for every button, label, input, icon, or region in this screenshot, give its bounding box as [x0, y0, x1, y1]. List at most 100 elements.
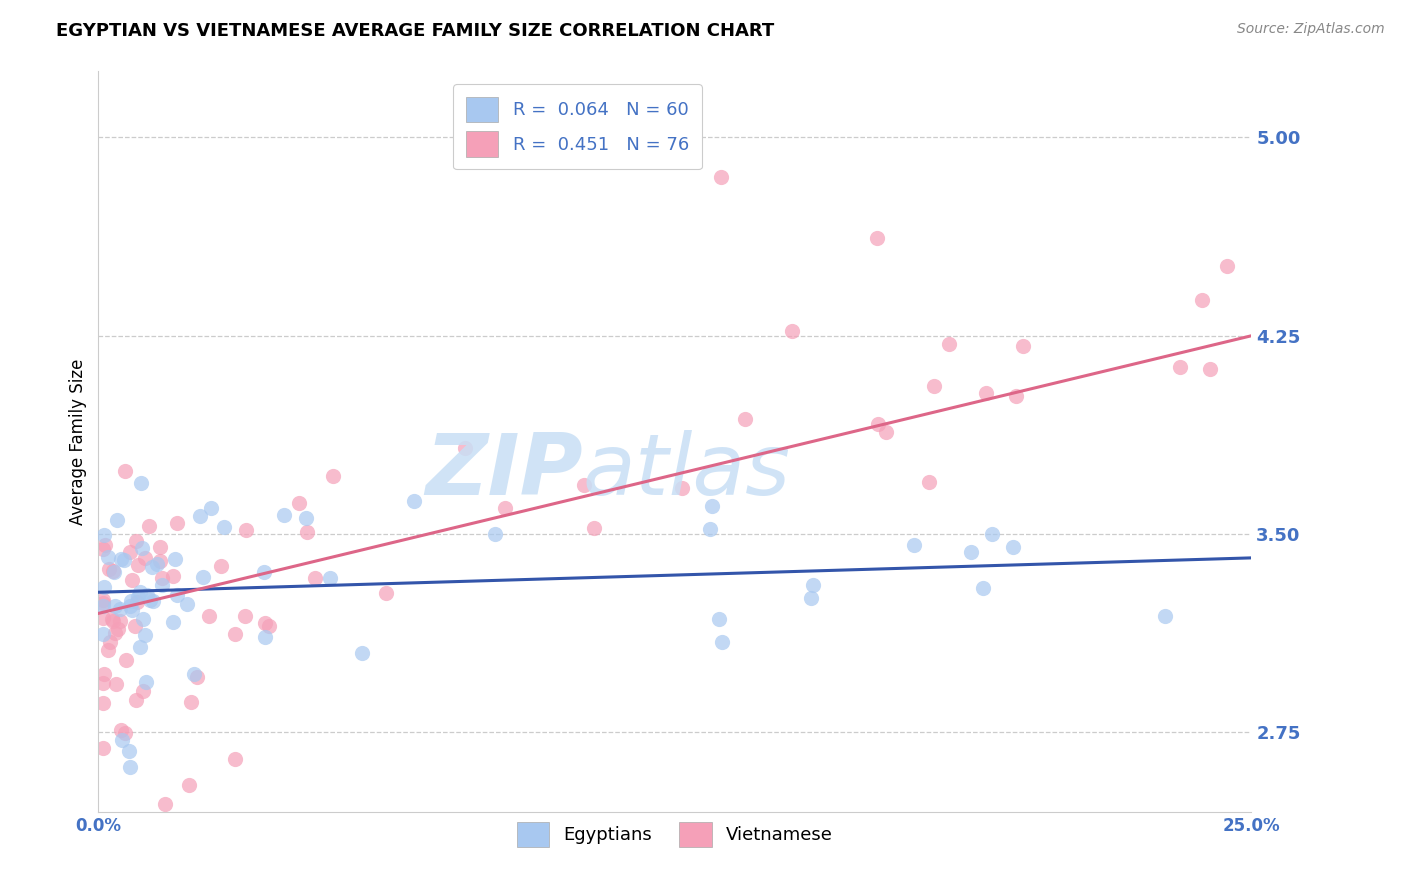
Point [91, 676, 114, 690]
Point [254, 615, 277, 630]
Point [141, 559, 163, 574]
Point [91, 627, 114, 641]
Point [132, 684, 155, 698]
Point [91, 696, 114, 710]
Point [295, 510, 318, 524]
Point [134, 628, 156, 642]
Point [163, 551, 186, 566]
Point [111, 733, 134, 747]
Point [711, 635, 734, 649]
Point [105, 677, 128, 691]
Point [319, 571, 342, 585]
Point [484, 527, 506, 541]
Point [273, 508, 295, 523]
Point [97, 643, 120, 657]
Point [131, 541, 153, 556]
Point [124, 692, 146, 706]
Point [352, 646, 374, 660]
Point [295, 524, 318, 539]
Point [101, 615, 124, 629]
Point [97, 549, 120, 564]
Point [104, 626, 127, 640]
Point [135, 588, 157, 602]
Point [974, 386, 997, 401]
Point [118, 599, 141, 613]
Point [960, 545, 983, 559]
Point [138, 519, 160, 533]
Point [224, 627, 246, 641]
Point [253, 630, 276, 644]
Point [98, 562, 121, 576]
Point [938, 337, 960, 351]
Point [132, 612, 155, 626]
Point [404, 494, 426, 508]
Point [572, 477, 595, 491]
Point [105, 513, 128, 527]
Point [129, 640, 152, 655]
Point [115, 653, 138, 667]
Point [110, 614, 132, 628]
Point [707, 612, 730, 626]
Point [800, 591, 823, 606]
Point [780, 325, 803, 339]
Point [127, 591, 149, 605]
Point [972, 581, 994, 595]
Point [103, 564, 125, 578]
Point [188, 509, 211, 524]
Point [110, 723, 132, 738]
Point [125, 594, 148, 608]
Point [148, 540, 170, 554]
Text: atlas: atlas [582, 430, 790, 513]
Point [1154, 609, 1177, 624]
Point [304, 571, 326, 585]
Point [710, 170, 733, 185]
Point [121, 573, 143, 587]
Point [903, 538, 925, 552]
Point [734, 411, 756, 425]
Point [135, 674, 157, 689]
Point [200, 501, 222, 516]
Legend: Egyptians, Vietnamese: Egyptians, Vietnamese [509, 814, 841, 855]
Point [120, 760, 142, 774]
Point [149, 554, 172, 568]
Y-axis label: Average Family Size: Average Family Size [69, 359, 87, 524]
Point [224, 752, 246, 766]
Point [134, 551, 156, 566]
Point [101, 612, 124, 626]
Point [146, 558, 169, 572]
Point [235, 523, 257, 537]
Point [180, 695, 202, 709]
Point [129, 476, 152, 491]
Point [453, 441, 475, 455]
Point [166, 588, 188, 602]
Point [253, 565, 276, 579]
Point [1005, 389, 1028, 403]
Point [186, 670, 208, 684]
Point [162, 615, 184, 629]
Point [142, 593, 165, 607]
Point [91, 741, 114, 756]
Point [981, 527, 1004, 541]
Point [103, 565, 125, 579]
Point [865, 231, 887, 245]
Point [374, 586, 396, 600]
Point [91, 592, 114, 607]
Point [138, 593, 160, 607]
Text: EGYPTIAN VS VIETNAMESE AVERAGE FAMILY SIZE CORRELATION CHART: EGYPTIAN VS VIETNAMESE AVERAGE FAMILY SI… [56, 22, 775, 40]
Point [114, 726, 136, 740]
Point [120, 593, 142, 607]
Point [127, 558, 149, 572]
Point [117, 744, 139, 758]
Point [176, 598, 198, 612]
Point [93, 580, 115, 594]
Point [671, 481, 693, 495]
Point [322, 469, 344, 483]
Point [124, 618, 146, 632]
Point [209, 558, 232, 573]
Point [494, 500, 516, 515]
Point [124, 534, 146, 549]
Point [214, 520, 236, 534]
Point [1001, 540, 1024, 554]
Text: Source: ZipAtlas.com: Source: ZipAtlas.com [1237, 22, 1385, 37]
Point [868, 417, 890, 431]
